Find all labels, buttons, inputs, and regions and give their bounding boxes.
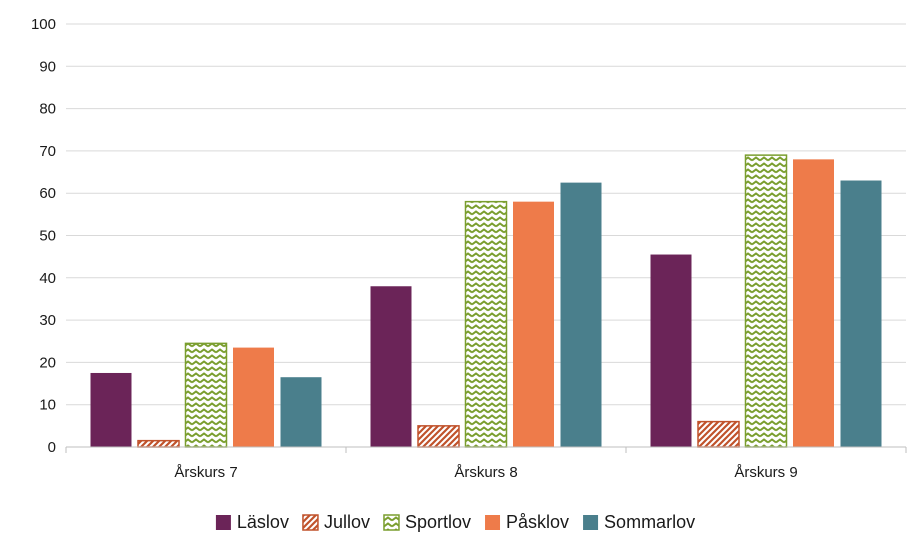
bar-sommarlov-3[interactable] — [840, 180, 882, 447]
x-axis — [65, 446, 907, 453]
x-category-label: Årskurs 8 — [454, 464, 517, 481]
bar-sportlov-1[interactable] — [184, 342, 228, 448]
bars — [90, 154, 882, 448]
y-tick-label: 10 — [39, 397, 56, 414]
y-tick-label: 40 — [39, 270, 56, 287]
legend-item-läslov[interactable]: Läslov — [215, 512, 289, 532]
bar-läslov-3[interactable] — [650, 254, 692, 447]
legend-item-påsklov[interactable]: Påsklov — [485, 512, 569, 532]
bar-jullov-3[interactable] — [697, 420, 740, 448]
bar-påsklov-1[interactable] — [233, 347, 274, 447]
y-tick-label: 80 — [39, 101, 56, 118]
legend-label: Sommarlov — [604, 512, 695, 532]
y-tick-label: 30 — [39, 312, 56, 329]
bar-sommarlov-2[interactable] — [560, 182, 602, 447]
bar-påsklov-3[interactable] — [793, 159, 834, 448]
legend-label: Sportlov — [405, 512, 471, 532]
legend-item-jullov[interactable]: Jullov — [302, 512, 370, 532]
bar-sportlov-3[interactable] — [744, 154, 788, 448]
x-category-label: Årskurs 9 — [734, 464, 797, 481]
bar-påsklov-2[interactable] — [513, 201, 554, 447]
bar-sportlov-2[interactable] — [464, 200, 508, 448]
bar-läslov-2[interactable] — [370, 286, 412, 447]
legend-swatch — [215, 515, 231, 530]
y-tick-label: 90 — [39, 58, 56, 75]
legend-swatch — [383, 514, 400, 531]
legend-swatch — [485, 515, 501, 530]
y-tick-label: 50 — [39, 228, 56, 245]
bar-jullov-2[interactable] — [417, 425, 460, 448]
y-axis-tick-labels: 0 10 20 30 40 50 60 70 80 90 100 — [31, 16, 56, 456]
y-tick-label: 20 — [39, 354, 56, 371]
legend-swatch — [302, 514, 319, 531]
legend: Läslov Jullov Sportlov Påsklov Sommarlov — [215, 512, 695, 532]
legend-item-sportlov[interactable]: Sportlov — [383, 512, 471, 532]
x-axis-category-labels: Årskurs 7 Årskurs 8 Årskurs 9 — [174, 464, 797, 481]
legend-label: Läslov — [237, 512, 289, 532]
y-tick-label: 100 — [31, 16, 56, 33]
y-tick-label: 60 — [39, 185, 56, 202]
bar-sommarlov-1[interactable] — [280, 377, 322, 447]
x-category-label: Årskurs 7 — [174, 464, 237, 481]
y-tick-label: 0 — [48, 439, 56, 456]
y-tick-label: 70 — [39, 143, 56, 160]
bar-läslov-1[interactable] — [90, 372, 132, 447]
legend-item-sommarlov[interactable]: Sommarlov — [583, 512, 695, 532]
legend-swatch — [583, 515, 599, 530]
legend-label: Jullov — [324, 512, 370, 532]
legend-label: Påsklov — [506, 512, 569, 532]
bar-jullov-1[interactable] — [137, 439, 180, 448]
